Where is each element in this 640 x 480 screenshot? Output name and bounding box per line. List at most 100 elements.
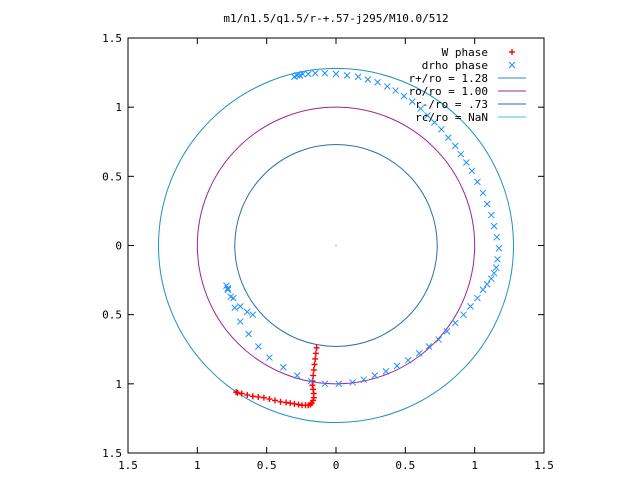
x-tick-label: 0.5 <box>395 459 415 472</box>
drho-phase-point-b <box>417 105 424 112</box>
drho-phase-point-b <box>474 178 481 186</box>
drho-phase-point-b <box>249 311 257 319</box>
drho-phase-point-b <box>457 150 465 158</box>
drho-phase-point-b <box>424 112 431 119</box>
drho-phase-point <box>462 159 470 166</box>
drho-phase-point <box>425 343 433 350</box>
legend-label: r+/ro = 1.28 <box>409 72 488 85</box>
drho-phase-point <box>266 354 273 361</box>
drho-phase-point-b <box>311 69 319 77</box>
drho-phase-point-b <box>374 78 381 86</box>
drho-phase-point <box>479 286 487 294</box>
drho-phase-point <box>249 311 257 319</box>
drho-phase-point-b <box>438 125 445 133</box>
drho-phase-point <box>343 71 351 79</box>
drho-phase-point <box>354 73 362 81</box>
drho-phase-point-b <box>393 362 401 370</box>
drho-phase-point-b <box>360 376 368 384</box>
drho-phase-point <box>467 303 474 310</box>
drho-phase-point <box>443 327 451 335</box>
drho-phase-point-b <box>364 76 372 83</box>
x-axis: 1.5 1 0.5 0 0.5 1 1.5 <box>118 38 554 472</box>
drho-phase-point-b <box>231 304 239 312</box>
drho-phase-point <box>371 372 379 379</box>
w-phase-point <box>313 344 320 351</box>
w-phase-point <box>244 391 251 398</box>
drho-phase-point <box>279 363 287 371</box>
drho-phase-point <box>404 356 412 364</box>
drho-phase-point-b <box>435 336 442 343</box>
drho-phase-point-b <box>415 350 423 357</box>
drho-phase-point <box>468 167 476 175</box>
y-tick-label: 1 <box>115 101 122 114</box>
drho-phase-point <box>490 269 498 277</box>
w-phase-point <box>310 372 317 379</box>
drho-phase-point-b <box>243 308 251 316</box>
drho-phase-point <box>254 343 262 350</box>
drho-phase-point-b <box>490 222 498 230</box>
drho-phase-point-b <box>460 311 467 319</box>
drho-phase-point-b <box>451 142 459 150</box>
legend-label: rc/ro = NaN <box>415 111 488 124</box>
drho-phase-point-b <box>479 189 487 197</box>
circle-series <box>234 144 438 347</box>
drho-phase-point-b <box>443 327 451 335</box>
drho-phase-point <box>451 319 459 327</box>
drho-phase-point-b <box>223 282 230 289</box>
drho-phase-point-b <box>245 330 252 338</box>
drho-phase-point <box>493 233 501 241</box>
drho-phase-point-b <box>468 167 476 175</box>
drho-phase-point <box>392 87 399 94</box>
drho-phase-point <box>224 286 232 294</box>
drho-phase-point <box>243 308 251 316</box>
y-tick-label: 1 <box>115 378 122 391</box>
drho-phase-point <box>438 125 445 133</box>
legend-label: r-/ro = .73 <box>415 98 488 111</box>
drho-phase-point <box>474 294 481 302</box>
drho-phase-point <box>293 71 301 79</box>
drho-phase-point <box>321 69 329 77</box>
drho-phase-point-b <box>230 294 237 302</box>
drho-phase-point <box>494 255 501 263</box>
x-tick-label: 1 <box>194 459 201 472</box>
drho-phase-point-b <box>483 200 491 208</box>
drho-phase-point-b <box>254 343 262 350</box>
w-phase-point <box>255 393 262 400</box>
drho-phase-point-b <box>343 71 351 79</box>
y-tick-label: 0 <box>115 240 122 253</box>
w-phase-point <box>233 389 240 396</box>
y-axis: 1.5 1 0.5 0 0.5 1 1.5 <box>102 32 544 460</box>
drho-phase-point-b <box>400 92 408 100</box>
drho-phase-point-b <box>408 98 416 105</box>
drho-phase-point-b <box>495 244 503 252</box>
drho-phase-point-b <box>487 275 495 283</box>
drho-phase-point <box>487 211 495 219</box>
drho-phase-point <box>495 244 503 252</box>
drho-phase-point-b <box>335 380 343 388</box>
drho-phase-point <box>460 311 467 319</box>
x-tick-label: 1.5 <box>534 459 554 472</box>
drho-phase-point-b <box>490 269 498 277</box>
x-tick-label: 1 <box>471 459 478 472</box>
drho-phase-point <box>490 222 498 230</box>
drho-phase-point-b <box>307 377 315 385</box>
w-phase-point <box>312 350 319 357</box>
drho-phase-point-b <box>467 303 474 310</box>
drho-phase-point-b <box>425 343 433 350</box>
drho-phase-point-b <box>349 379 356 386</box>
drho-phase-point <box>451 142 459 150</box>
drho-phase-point <box>304 70 312 78</box>
drho-phase-point <box>417 105 424 112</box>
drho-phase-point <box>335 380 343 388</box>
drho-phase-point-b <box>474 294 481 302</box>
phase-points <box>223 69 503 409</box>
drho-phase-point <box>483 280 491 288</box>
drho-phase-point-b <box>494 255 501 263</box>
drho-phase-point-b <box>236 303 244 310</box>
drho-phase-point-b <box>293 372 301 379</box>
x-tick-label: 0 <box>333 459 340 472</box>
w-phase-point <box>312 355 319 362</box>
x-tick-label: 1.5 <box>118 459 138 472</box>
drho-phase-point <box>383 83 391 90</box>
